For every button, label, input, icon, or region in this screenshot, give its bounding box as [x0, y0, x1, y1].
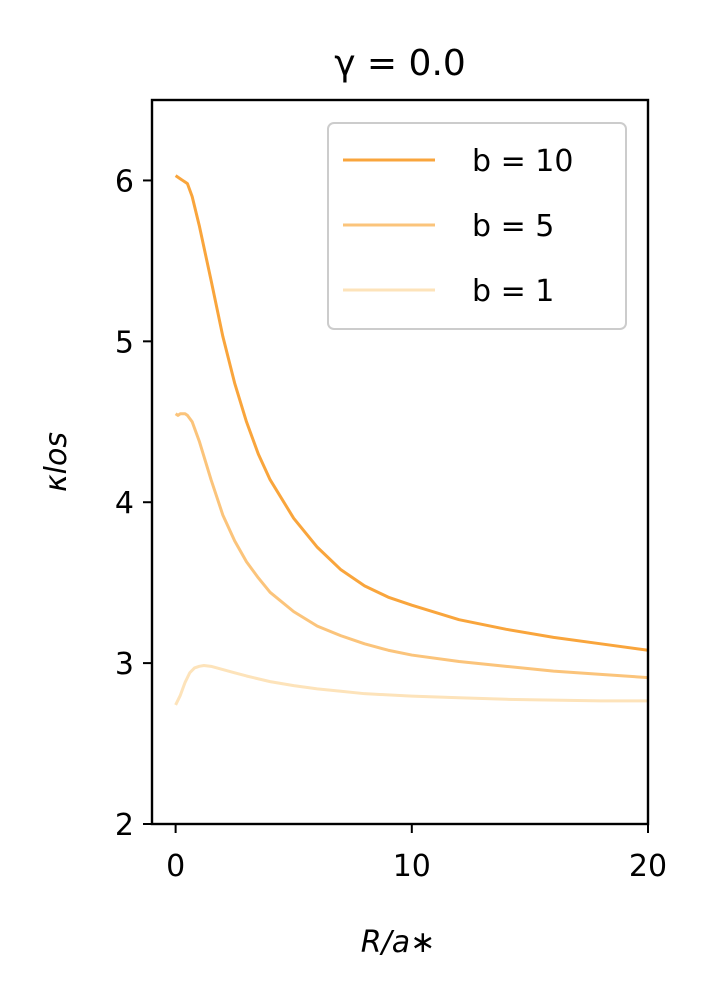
legend-box	[327, 122, 627, 330]
y-tick-label: 4	[115, 486, 134, 521]
y-axis-ticks: 2 3 4 5 6	[115, 164, 152, 843]
y-tick-label: 3	[115, 647, 134, 682]
chart-title: γ = 0.0	[334, 43, 466, 84]
series-layer	[174, 174, 649, 706]
y-tick-label: 5	[115, 325, 134, 360]
legend-label-1: b = 10	[472, 144, 573, 179]
series-line-2	[174, 412, 649, 680]
series-line-3	[174, 664, 648, 706]
x-tick-label: 20	[629, 849, 667, 884]
legend-label-2: b = 5	[472, 209, 554, 244]
plot-frame	[150, 98, 650, 826]
y-axis-label: κlos	[39, 432, 74, 492]
x-tick-label: 0	[166, 849, 185, 884]
x-tick-label: 10	[393, 849, 431, 884]
x-axis-label: R/a∗	[361, 925, 435, 960]
legend-label-3: b = 1	[472, 274, 554, 309]
y-tick-label: 2	[115, 808, 134, 843]
series-line-1	[174, 174, 649, 652]
legend-items: b = 10 b = 5 b = 1	[343, 144, 573, 309]
legend: b = 10 b = 5 b = 1	[327, 122, 627, 330]
x-axis-ticks: 0 10 20	[166, 824, 667, 884]
y-tick-label: 6	[115, 164, 134, 199]
